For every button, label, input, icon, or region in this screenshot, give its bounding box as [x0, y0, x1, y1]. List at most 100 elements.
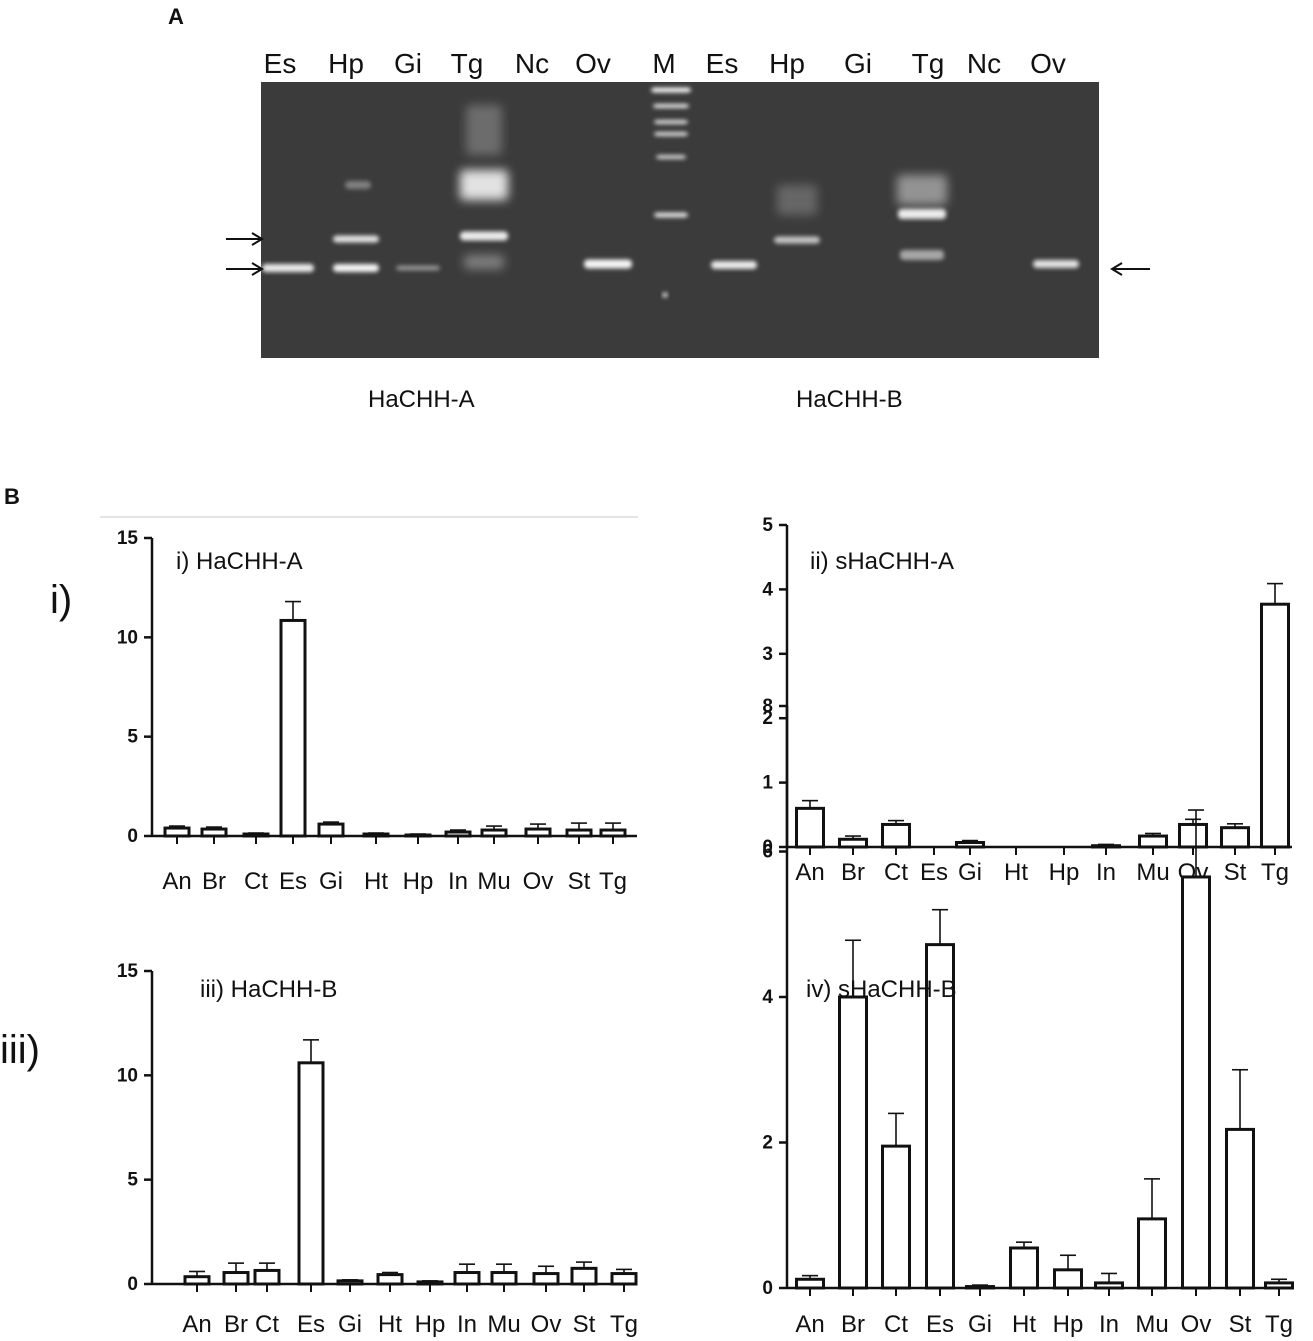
x-tick-label: Ht — [378, 1311, 402, 1338]
bar-an — [795, 1277, 825, 1290]
bar-ht — [376, 1273, 404, 1286]
gel-bands — [262, 87, 1079, 298]
bar-tg — [610, 1272, 638, 1286]
gel-lane-label: Ov — [575, 48, 611, 79]
bar-gi — [336, 1279, 364, 1286]
bar-hp — [1053, 1268, 1083, 1290]
x-tick-label: St — [573, 1311, 596, 1338]
gel-lane-label: Es — [705, 48, 739, 79]
x-tick-label: Tg — [599, 868, 627, 895]
x-tick-label: An — [795, 859, 824, 886]
bar-es — [279, 618, 307, 838]
y-tick-label: 2 — [762, 708, 773, 729]
bar-st — [565, 828, 593, 838]
bar-ht — [362, 832, 390, 838]
bar-st — [1225, 1127, 1255, 1290]
y-tick-label: 10 — [117, 1065, 138, 1086]
x-tick-label: Ov — [1181, 1311, 1212, 1338]
bar-es — [297, 1061, 325, 1286]
bar-ct — [242, 832, 270, 838]
x-tick-label: Mu — [1136, 859, 1169, 886]
bar-ov — [532, 1272, 560, 1286]
gel-band — [656, 155, 686, 159]
bar-in — [1091, 844, 1121, 849]
bar-gi — [965, 1285, 995, 1290]
gel-band — [777, 185, 817, 215]
gel-band — [1033, 260, 1079, 268]
band-arrows — [226, 232, 1150, 276]
x-tick-label: Es — [297, 1311, 325, 1338]
bar-ov — [1178, 822, 1208, 849]
bar-an — [795, 806, 825, 849]
x-tick-label: Gi — [338, 1311, 362, 1338]
bar-ct — [881, 1144, 911, 1290]
bar-mu — [1138, 834, 1168, 849]
bar-tg — [1260, 602, 1290, 849]
y-tick-label: 4 — [762, 579, 773, 600]
y-tick-label: 1 — [762, 773, 773, 794]
gel-band — [584, 259, 632, 269]
bar-br — [838, 837, 868, 849]
x-tick-label: Es — [926, 1311, 954, 1338]
x-tick-label: Gi — [968, 1311, 992, 1338]
x-tick-label: Br — [841, 1311, 865, 1338]
row-label-iii: iii) — [0, 1028, 40, 1072]
bar-ov — [1181, 875, 1211, 1290]
bar-in — [1094, 1281, 1124, 1290]
gel-lane-label: M — [652, 48, 676, 79]
x-tick-label: St — [1224, 859, 1247, 886]
x-tick-label: Ov — [523, 868, 554, 895]
bar-tg — [1264, 1281, 1294, 1290]
y-tick-label: 0 — [762, 1278, 773, 1299]
bar-hp — [404, 833, 432, 838]
y-tick-label: 15 — [117, 961, 139, 982]
gel-lane-label: Tg — [450, 48, 484, 79]
gel-lane-label: Tg — [911, 48, 945, 79]
gel-lane-label: Ov — [1030, 48, 1066, 79]
gel-band — [662, 292, 668, 298]
gel-caption-hachh-b: HaCHH-B — [796, 386, 903, 413]
y-tick-label: 5 — [762, 515, 773, 536]
gel-background — [261, 82, 1099, 358]
gel-lane-label: Gi — [394, 48, 422, 79]
gel-band — [345, 181, 371, 189]
gel-band — [464, 255, 504, 269]
gel-band — [897, 175, 947, 205]
bar-an — [183, 1275, 211, 1286]
gel-lane-label: Es — [263, 48, 297, 79]
bar-tg — [599, 828, 627, 838]
gel-band — [333, 264, 379, 272]
arrow-lower-left — [226, 262, 264, 276]
gel-lane-label: Hp — [328, 48, 364, 79]
gel-caption-hachh-a: HaCHH-A — [368, 386, 475, 413]
gel-band — [711, 261, 757, 269]
gel-band — [460, 231, 508, 241]
x-tick-label: In — [448, 868, 468, 895]
gel-band — [396, 265, 440, 271]
x-tick-label: Ht — [1012, 1311, 1036, 1338]
y-tick-label: 5 — [127, 727, 138, 748]
chart-title: i) HaCHH-A — [176, 548, 303, 575]
panel-a-letter: A — [168, 4, 184, 29]
x-tick-label: Es — [920, 859, 948, 886]
gel-band — [654, 212, 688, 218]
y-tick-label: 3 — [762, 644, 773, 665]
x-tick-label: Gi — [319, 868, 343, 895]
gel-band — [653, 104, 689, 108]
y-tick-label: 0 — [127, 826, 138, 847]
y-tick-label: 0 — [762, 837, 773, 858]
gel-lane-label: Nc — [966, 48, 1002, 79]
x-tick-label: Hp — [1053, 1311, 1084, 1338]
x-tick-label: Br — [202, 868, 226, 895]
y-tick-label: 10 — [117, 627, 138, 648]
x-tick-label: Ht — [1004, 859, 1028, 886]
gel-band — [466, 105, 502, 155]
x-tick-label: Tg — [1265, 1311, 1293, 1338]
gel-band — [900, 250, 944, 260]
x-tick-label: Ht — [364, 868, 388, 895]
y-tick-label: 5 — [127, 1170, 138, 1191]
chart-hachh-b: 0 5 10 15 An Br Ct Es Gi Ht Hp In Mu Ov St Tg iii) HaCHH… — [117, 961, 638, 1338]
gel-band — [654, 120, 688, 124]
arrow-upper-left — [226, 232, 264, 246]
